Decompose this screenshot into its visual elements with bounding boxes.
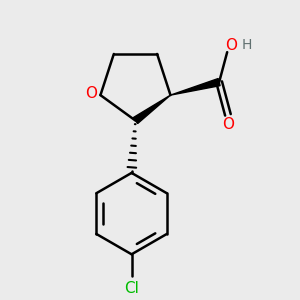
Text: O: O — [222, 117, 234, 132]
Text: Cl: Cl — [124, 281, 139, 296]
Text: H: H — [242, 38, 252, 52]
Polygon shape — [133, 95, 170, 124]
Text: O: O — [225, 38, 237, 53]
Text: O: O — [85, 86, 97, 101]
Polygon shape — [170, 79, 220, 95]
